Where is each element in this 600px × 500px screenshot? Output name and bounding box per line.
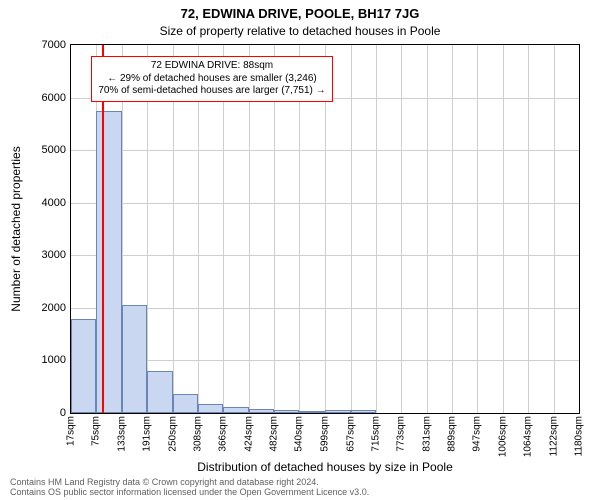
histogram-bar	[223, 407, 248, 413]
x-tick-label: 1180sqm	[574, 416, 585, 456]
x-tick-label: 947sqm	[472, 416, 483, 452]
histogram-bar	[96, 111, 121, 413]
histogram-bar	[274, 410, 299, 413]
histogram-bar	[249, 409, 274, 413]
annotation-line: 72 EDWINA DRIVE: 88sqm	[98, 60, 325, 73]
x-tick-label: 540sqm	[294, 416, 305, 452]
gridline-vertical	[477, 45, 478, 413]
x-tick-label: 308sqm	[193, 416, 204, 452]
x-tick-label: 75sqm	[91, 416, 102, 446]
x-tick-label: 831sqm	[421, 416, 432, 452]
chart-footer: Contains HM Land Registry data © Crown c…	[10, 478, 369, 498]
x-tick-label: 482sqm	[269, 416, 280, 452]
plot-area: 72 EDWINA DRIVE: 88sqm← 29% of detached …	[70, 44, 580, 414]
histogram-bar	[147, 371, 173, 413]
chart-title-sub: Size of property relative to detached ho…	[0, 24, 600, 38]
y-tick-label: 2000	[42, 302, 66, 314]
gridline-vertical	[554, 45, 555, 413]
y-tick-label: 6000	[42, 92, 66, 104]
histogram-bar	[325, 410, 350, 413]
x-tick-label: 1122sqm	[548, 416, 559, 456]
gridline-vertical	[401, 45, 402, 413]
y-tick-label: 7000	[42, 39, 66, 51]
histogram-bar	[351, 410, 376, 413]
histogram-bar	[198, 404, 223, 413]
x-tick-label: 889sqm	[446, 416, 457, 452]
annotation-box: 72 EDWINA DRIVE: 88sqm← 29% of detached …	[91, 56, 332, 102]
y-tick-label: 5000	[42, 144, 66, 156]
x-tick-label: 424sqm	[243, 416, 254, 452]
histogram-bar	[173, 394, 198, 413]
chart-title-main: 72, EDWINA DRIVE, POOLE, BH17 7JG	[0, 6, 600, 21]
gridline-vertical	[376, 45, 377, 413]
y-tick-label: 4000	[42, 197, 66, 209]
x-tick-label: 715sqm	[370, 416, 381, 452]
x-tick-label: 250sqm	[167, 416, 178, 452]
histogram-bar	[299, 411, 325, 413]
y-tick-label: 3000	[42, 249, 66, 261]
x-tick-label: 657sqm	[345, 416, 356, 452]
y-axis-label: Number of detached properties	[9, 146, 23, 311]
gridline-vertical	[528, 45, 529, 413]
x-tick-label: 599sqm	[320, 416, 331, 452]
x-tick-label: 133sqm	[116, 416, 127, 452]
annotation-line: ← 29% of detached houses are smaller (3,…	[98, 73, 325, 86]
x-tick-label: 17sqm	[66, 416, 77, 446]
annotation-line: 70% of semi-detached houses are larger (…	[98, 85, 325, 98]
histogram-bar	[71, 319, 96, 413]
x-tick-label: 366sqm	[218, 416, 229, 452]
gridline-vertical	[427, 45, 428, 413]
x-tick-label: 191sqm	[142, 416, 153, 452]
y-tick-label: 1000	[42, 354, 66, 366]
histogram-bar	[122, 305, 147, 413]
x-tick-label: 1064sqm	[523, 416, 534, 457]
chart-container: 72, EDWINA DRIVE, POOLE, BH17 7JG Size o…	[0, 0, 600, 500]
gridline-vertical	[452, 45, 453, 413]
gridline-vertical	[351, 45, 352, 413]
x-tick-label: 1006sqm	[497, 416, 508, 457]
footer-line-2: Contains OS public sector information li…	[10, 488, 369, 498]
x-axis-label: Distribution of detached houses by size …	[70, 460, 580, 474]
x-tick-label: 773sqm	[396, 416, 407, 452]
gridline-vertical	[503, 45, 504, 413]
